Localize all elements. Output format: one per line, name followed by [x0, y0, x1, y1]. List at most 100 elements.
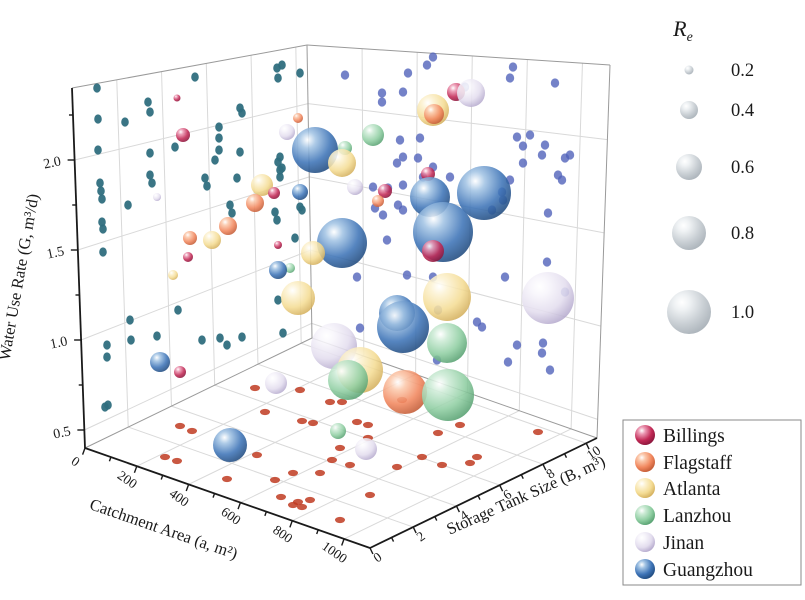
- tick-mark: [341, 538, 345, 546]
- bubble-jinan: [347, 179, 363, 195]
- left-wall-dot: [215, 133, 223, 143]
- city-legend-bubble-flagstaff: [635, 452, 655, 472]
- x-tick-label: 600: [218, 504, 243, 528]
- bubble-atlanta: [281, 281, 315, 315]
- floor-dot: [533, 428, 543, 436]
- y-tick-label: 0: [370, 549, 384, 565]
- floor-dot: [472, 453, 482, 461]
- box-edge: [596, 64, 611, 439]
- bubble-guangzhou: [292, 127, 338, 173]
- bubble-guangzhou: [213, 428, 247, 462]
- bubble-jinan: [265, 372, 287, 394]
- bubble-lanzhou: [330, 423, 346, 439]
- left-wall-dot: [99, 247, 107, 257]
- right-wall-dot: [445, 172, 455, 182]
- tick-mark: [542, 463, 547, 471]
- bubble-lanzhou: [328, 360, 368, 400]
- left-wall-dot: [215, 145, 223, 155]
- right-wall-dot: [560, 153, 570, 163]
- city-legend-label: Jinan: [663, 533, 704, 554]
- left-wall-dot: [144, 97, 152, 107]
- bubble-atlanta: [423, 273, 471, 321]
- z-tick-label: 0.5: [52, 424, 72, 442]
- floor-dot: [293, 498, 303, 506]
- city-legend-label: Flagstaff: [663, 453, 732, 474]
- tick-mark: [520, 474, 524, 479]
- right-wall-dot: [398, 87, 408, 97]
- floor-dot: [352, 418, 362, 426]
- bubble-atlanta: [301, 241, 325, 265]
- right-wall-dot: [377, 88, 387, 98]
- tick-mark: [412, 526, 417, 534]
- bubble-guangzhou: [292, 184, 308, 200]
- left-wall-dot: [226, 200, 234, 210]
- tick-mark: [563, 453, 568, 459]
- floor-dot: [276, 493, 286, 501]
- tick-mark: [160, 475, 164, 480]
- right-wall-dot: [537, 150, 547, 160]
- right-wall-dot: [392, 158, 402, 168]
- floor-dot: [315, 469, 325, 477]
- floor-dot: [297, 417, 307, 425]
- right-wall-dot: [352, 272, 362, 282]
- left-wall-dot: [99, 224, 107, 234]
- bubble-flagstaff: [246, 194, 264, 212]
- floor-dot: [288, 469, 298, 477]
- bubble-flagstaff: [183, 231, 197, 245]
- left-wall-dot: [236, 147, 244, 157]
- left-wall-dot: [127, 335, 135, 345]
- right-wall-dot: [542, 257, 552, 267]
- left-wall-dot: [93, 83, 101, 93]
- right-wall-dot: [550, 78, 560, 88]
- bubble-billings: [422, 240, 444, 262]
- right-wall-dot: [402, 270, 412, 280]
- left-wall-dot: [126, 315, 134, 325]
- grid-x-floor: [188, 373, 416, 485]
- left-wall-dot: [216, 333, 224, 343]
- bubble-series: [150, 79, 574, 462]
- box-edge: [84, 337, 313, 449]
- size-legend-title: Re: [672, 16, 693, 45]
- x-tick-label: 1000: [319, 538, 350, 566]
- right-wall-dot: [512, 132, 522, 142]
- x-tick-label: 800: [270, 522, 295, 546]
- right-wall-dot: [403, 68, 413, 78]
- left-wall-dot: [276, 172, 284, 182]
- right-wall-dot: [395, 135, 405, 145]
- floor-dot: [160, 453, 170, 461]
- floor-dot: [308, 419, 318, 427]
- tick-mark: [316, 529, 319, 535]
- left-wall-dot: [273, 215, 281, 225]
- floor-dot: [325, 398, 335, 406]
- right-wall-dot: [557, 175, 567, 185]
- bubble-guangzhou: [377, 301, 429, 353]
- bubble-lanzhou: [422, 369, 474, 421]
- left-wall-dot: [121, 117, 129, 127]
- bubble-atlanta: [168, 270, 178, 280]
- right-wall-dot: [415, 133, 425, 143]
- floor-dot: [305, 496, 315, 504]
- left-wall-dot: [238, 108, 246, 118]
- projection-dots: [93, 52, 575, 524]
- floor-dot: [252, 451, 262, 459]
- right-wall-dot: [512, 340, 522, 350]
- x-tick-label: 200: [115, 468, 140, 492]
- grid-x-wall: [361, 48, 365, 357]
- size-legend-title-sub: e: [687, 30, 693, 45]
- tick-mark: [264, 511, 268, 517]
- bubble-atlanta: [203, 231, 221, 249]
- left-wall-dot: [146, 107, 154, 117]
- bubble-billings: [174, 366, 186, 378]
- left-wall-dot: [274, 157, 282, 167]
- bubble-jinan: [279, 124, 295, 140]
- left-wall-dot: [279, 328, 287, 338]
- z-tick-label: 1.0: [49, 334, 69, 352]
- box-edge: [71, 44, 308, 89]
- right-wall-dot: [525, 130, 535, 140]
- right-wall-dot: [377, 97, 387, 107]
- right-wall-dot: [355, 323, 365, 333]
- grid-z-left: [84, 322, 312, 431]
- grid-y-wall: [205, 63, 216, 386]
- left-wall-dot: [146, 148, 154, 158]
- floor-dot: [260, 408, 270, 416]
